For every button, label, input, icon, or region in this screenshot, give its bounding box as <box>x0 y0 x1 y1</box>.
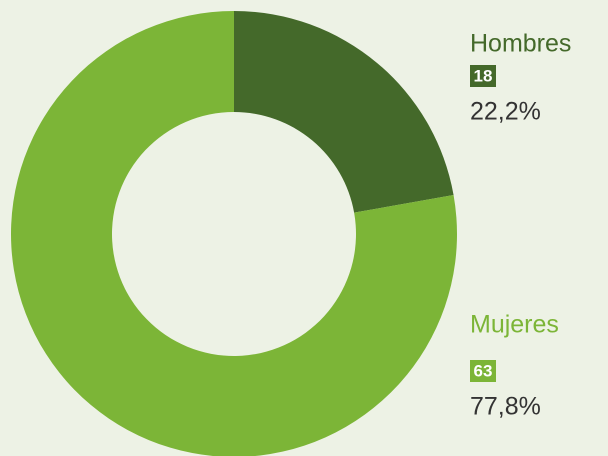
value-badge <box>470 65 496 87</box>
legend-label: Mujeres <box>470 311 559 339</box>
legend-label: Hombres <box>470 30 571 58</box>
value-badge <box>470 360 496 382</box>
donut-segment <box>234 11 454 213</box>
percentage-label: 77,8% <box>470 393 541 421</box>
value-label: 63 <box>474 361 493 380</box>
donut-segment <box>11 11 457 456</box>
value-label: 18 <box>474 66 493 85</box>
percentage-label: 22,2% <box>470 98 541 126</box>
